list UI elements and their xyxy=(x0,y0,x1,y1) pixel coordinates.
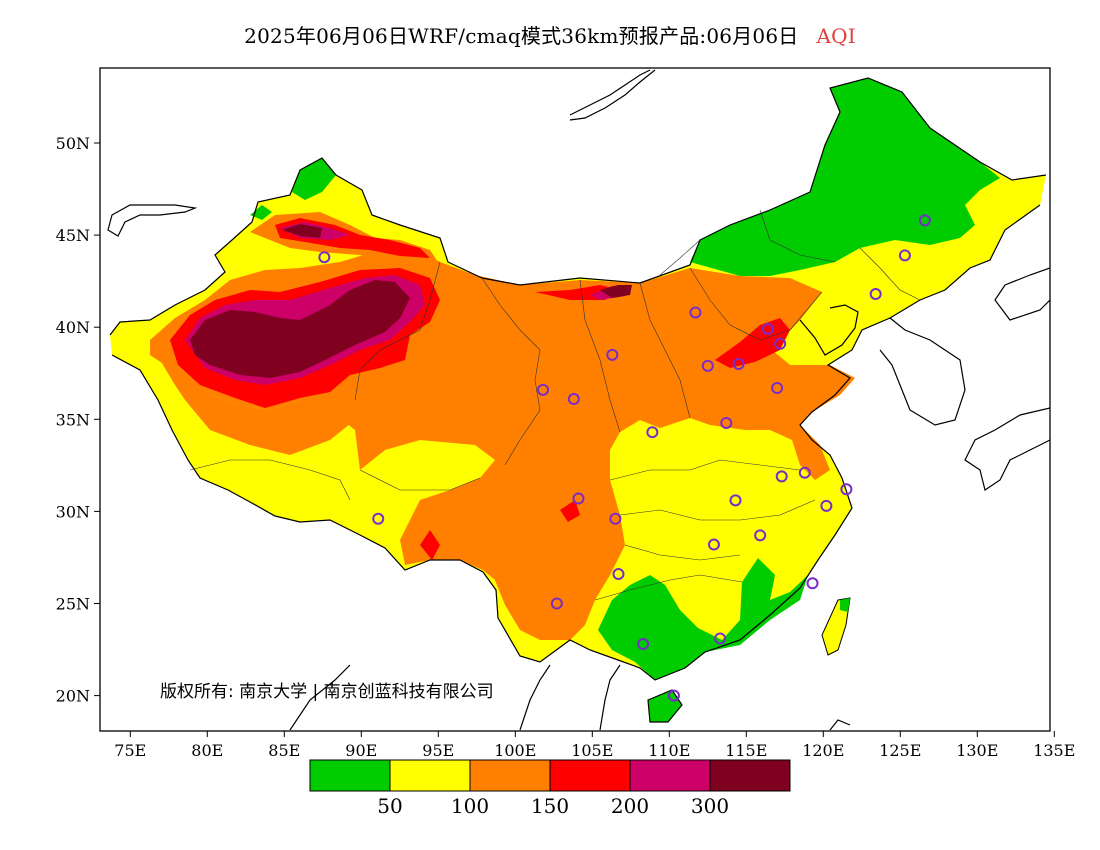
station-marker xyxy=(806,577,819,590)
station-marker xyxy=(754,529,767,542)
station-marker xyxy=(898,249,911,262)
station-marker xyxy=(771,381,784,394)
station-markers xyxy=(318,214,931,702)
station-marker xyxy=(646,426,659,439)
lon-tick-label: 75E xyxy=(114,741,146,760)
lon-tick-label: 110E xyxy=(648,741,690,760)
lat-tick-label: 50N xyxy=(56,134,90,153)
lon-tick-label: 95E xyxy=(422,741,454,760)
legend-swatch xyxy=(309,759,391,792)
station-marker xyxy=(732,358,745,371)
kazakh-lake xyxy=(107,204,198,237)
station-marker xyxy=(918,214,931,227)
legend-swatch xyxy=(629,759,711,792)
station-marker xyxy=(318,251,331,264)
legend-swatch xyxy=(549,759,631,792)
map-frame xyxy=(99,67,1051,732)
station-marker xyxy=(572,492,585,505)
japan-coast xyxy=(964,267,1050,491)
lat-tick-label: 35N xyxy=(56,410,90,429)
aqi-legend: 50 100 150 200 300 xyxy=(309,759,791,818)
lat-tick-label: 40N xyxy=(56,318,90,337)
lat-tick-label: 25N xyxy=(56,595,90,614)
lon-tick-label: 130E xyxy=(956,741,998,760)
lon-tick-label: 80E xyxy=(191,741,223,760)
bohai-coast xyxy=(799,304,859,356)
lon-tick-label: 115E xyxy=(725,741,767,760)
lon-tick-label: 125E xyxy=(879,741,921,760)
station-marker xyxy=(637,638,650,651)
baikal-lake xyxy=(569,69,656,121)
legend-swatch xyxy=(389,759,471,792)
lon-tick-label: 135E xyxy=(1033,741,1075,760)
station-marker xyxy=(720,416,733,429)
copyright-text: 版权所有: 南京大学 | 南京创蓝科技有限公司 xyxy=(160,682,494,702)
station-marker xyxy=(729,494,742,507)
station-marker xyxy=(774,337,787,350)
lon-tick-label: 90E xyxy=(345,741,377,760)
station-marker xyxy=(869,288,882,301)
lon-tick-label: 85E xyxy=(268,741,300,760)
station-marker xyxy=(550,597,563,610)
station-marker xyxy=(761,323,774,336)
south-green-layer xyxy=(598,558,808,680)
station-marker xyxy=(707,538,720,551)
lat-tick-label: 20N xyxy=(56,687,90,706)
hainan-coast xyxy=(647,689,683,723)
station-marker xyxy=(612,568,625,581)
lat-tick-label: 30N xyxy=(56,502,90,521)
legend-label: 150 xyxy=(531,794,569,818)
legend-label: 50 xyxy=(377,794,402,818)
map-title: 2025年06月06日WRF/cmaq模式36km预报产品:06月06日 AQI xyxy=(0,20,1100,49)
station-marker xyxy=(840,483,853,496)
se-asia-coast xyxy=(289,664,851,731)
station-marker xyxy=(609,512,622,525)
title-variable: AQI xyxy=(816,24,856,48)
lon-tick-label: 120E xyxy=(802,741,844,760)
legend-label: 100 xyxy=(451,794,489,818)
station-marker xyxy=(714,632,727,645)
province-borders xyxy=(189,209,921,601)
station-marker xyxy=(798,466,811,479)
station-marker xyxy=(372,512,385,525)
title-main: 2025年06月06日WRF/cmaq模式36km预报产品:06月06日 xyxy=(244,24,799,48)
station-marker xyxy=(537,383,550,396)
lon-tick-label: 100E xyxy=(494,741,536,760)
aqi-field xyxy=(110,78,1046,722)
legend-swatch xyxy=(469,759,551,792)
latitude-axis: 50N 45N 40N 35N 30N 25N 20N xyxy=(56,134,100,706)
legend-label: 200 xyxy=(611,794,649,818)
legend-swatch xyxy=(709,759,791,792)
china-outline xyxy=(109,77,1047,681)
station-marker xyxy=(820,499,833,512)
maroon-layer xyxy=(190,280,410,378)
boundaries xyxy=(107,69,1050,731)
station-marker xyxy=(667,689,680,702)
station-marker xyxy=(689,306,702,319)
korea-coast xyxy=(879,317,966,426)
station-marker xyxy=(606,348,619,361)
station-marker xyxy=(775,470,788,483)
longitude-axis: 75E 80E 85E 90E 95E 100E 105E 110E 115E 120E 125E 1… xyxy=(114,731,1075,760)
station-marker xyxy=(701,359,714,372)
legend-label: 300 xyxy=(691,794,729,818)
lon-tick-label: 105E xyxy=(571,741,613,760)
northeast-green-layer xyxy=(690,78,1000,276)
lat-tick-label: 45N xyxy=(56,226,90,245)
station-marker xyxy=(567,393,580,406)
